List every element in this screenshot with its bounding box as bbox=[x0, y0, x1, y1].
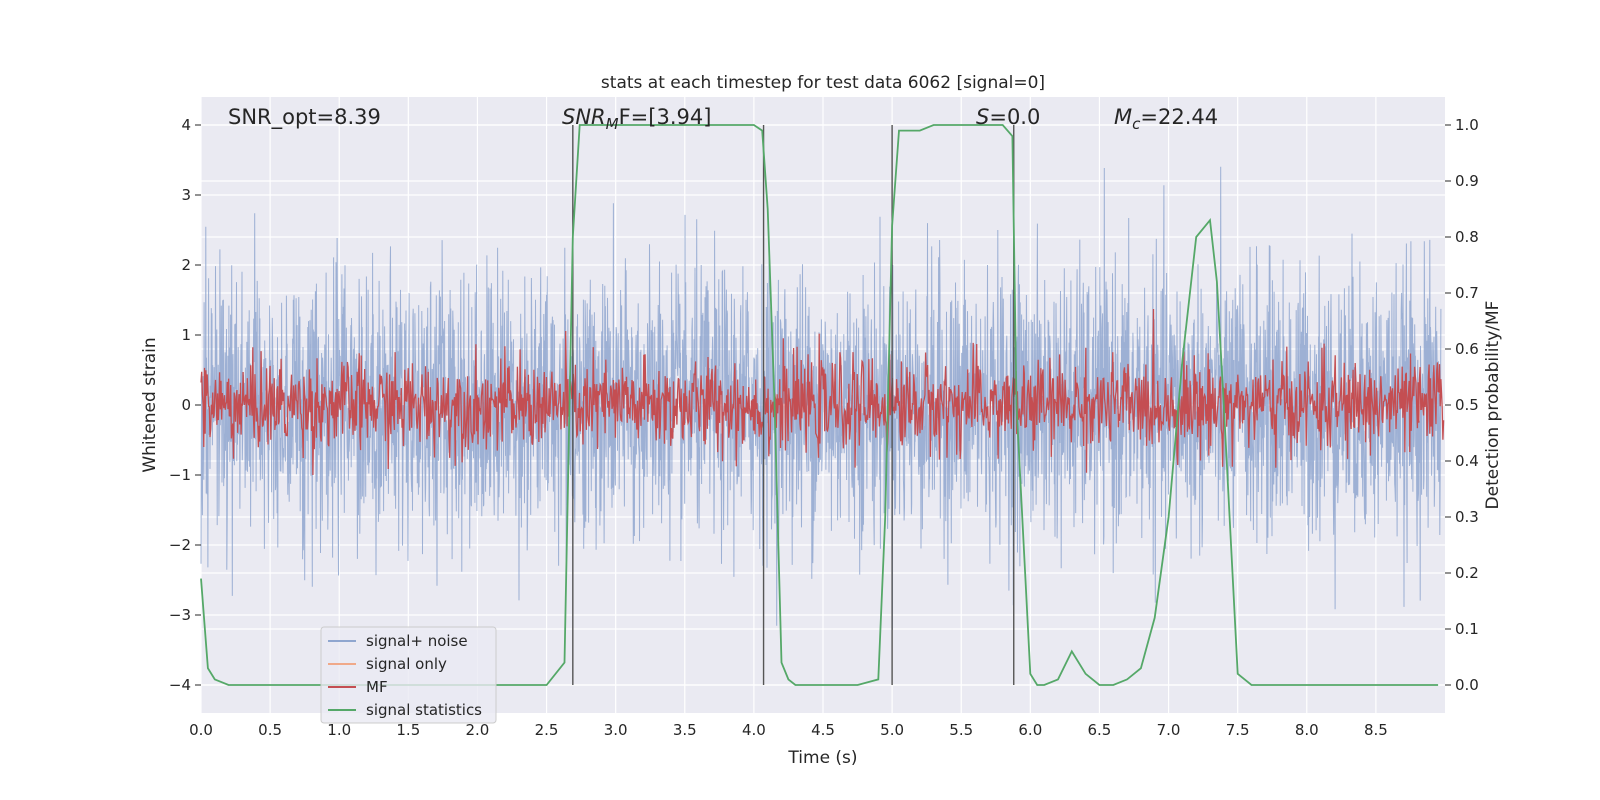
y-right-tick-label: 0.9 bbox=[1455, 172, 1479, 190]
annotation-snr-mf: SNRMF=[3.94] bbox=[562, 105, 711, 133]
mf-series bbox=[200, 308, 1445, 476]
x-tick-label: 4.5 bbox=[811, 721, 835, 739]
x-tick-label: 7.5 bbox=[1226, 721, 1250, 739]
annotation-snr-opt: SNR_opt=8.39 bbox=[228, 105, 381, 130]
x-tick-label: 2.5 bbox=[535, 721, 559, 739]
annotation-mc-sub: c bbox=[1132, 115, 1141, 133]
annotation-s-base: S bbox=[976, 105, 989, 129]
y-right-tick-label: 0.2 bbox=[1455, 564, 1479, 582]
y-left-tick-label: 1 bbox=[181, 326, 191, 344]
x-tick-label: 0.0 bbox=[189, 721, 213, 739]
y-right-tick-label: 0.3 bbox=[1455, 508, 1479, 526]
chart-title: stats at each timestep for test data 606… bbox=[601, 73, 1045, 93]
annotation-mc-base: M bbox=[1114, 105, 1132, 129]
y-right-axis-label: Detection probability/MF bbox=[1483, 301, 1503, 510]
x-tick-label: 0.5 bbox=[258, 721, 282, 739]
y-left-tick-label: −1 bbox=[169, 466, 191, 484]
y-right-tick-label: 1.0 bbox=[1455, 116, 1479, 134]
annotation-mc-rest: =22.44 bbox=[1140, 105, 1218, 129]
x-tick-label: 5.0 bbox=[880, 721, 904, 739]
x-tick-label: 2.0 bbox=[466, 721, 490, 739]
x-tick-label: 3.0 bbox=[604, 721, 628, 739]
y-right-tick-label: 0.4 bbox=[1455, 452, 1479, 470]
y-right-tick-label: 0.6 bbox=[1455, 340, 1479, 358]
x-tick-label: 1.5 bbox=[396, 721, 420, 739]
legend: signal+ noise signal only MF signal statist… bbox=[320, 626, 497, 724]
annotation-mc: Mc=22.44 bbox=[1114, 105, 1218, 133]
signal-statistics-series bbox=[200, 124, 1439, 686]
y-right-tick-label: 0.0 bbox=[1455, 676, 1479, 694]
y-left-tick-label: −2 bbox=[169, 536, 191, 554]
y-left-tick-label: −3 bbox=[169, 606, 191, 624]
x-tick-label: 4.0 bbox=[742, 721, 766, 739]
y-right-tick-label: 0.8 bbox=[1455, 228, 1479, 246]
signal-statistics-line bbox=[200, 124, 1439, 686]
y-left-tick-label: −4 bbox=[169, 676, 191, 694]
y-right-tick-label: 0.7 bbox=[1455, 284, 1479, 302]
x-tick-label: 7.0 bbox=[1157, 721, 1181, 739]
x-tick-label: 8.5 bbox=[1364, 721, 1388, 739]
annotation-snr-mf-sub: M bbox=[606, 115, 619, 133]
annotation-snr-mf-base: SNR bbox=[562, 105, 606, 129]
y-left-axis-label: Whitened strain bbox=[140, 337, 160, 472]
x-axis-label: Time (s) bbox=[787, 748, 857, 768]
x-tick-label: 5.5 bbox=[949, 721, 973, 739]
legend-label: signal only bbox=[366, 655, 447, 673]
x-tick-label: 8.0 bbox=[1295, 721, 1319, 739]
x-tick-label: 3.5 bbox=[673, 721, 697, 739]
y-left-axis-ticks: 4 3 2 1 0 −1 −2 −3 −4 bbox=[169, 116, 201, 694]
x-tick-label: 6.5 bbox=[1088, 721, 1112, 739]
legend-label: signal+ noise bbox=[366, 632, 468, 650]
x-axis-ticks: 0.0 0.5 1.0 1.5 2.0 2.5 3.0 3.5 4.0 4.5 5.0 5.5 6.0 6… bbox=[189, 721, 1388, 739]
annotation-s: S=0.0 bbox=[976, 105, 1040, 129]
y-right-axis-ticks: 1.0 0.9 0.8 0.7 0.6 0.5 0.4 0.3 0.2 0.1 0.0 bbox=[1445, 116, 1479, 694]
x-tick-label: 6.0 bbox=[1018, 721, 1042, 739]
y-left-tick-label: 0 bbox=[181, 396, 191, 414]
y-left-tick-label: 3 bbox=[181, 186, 191, 204]
legend-label: MF bbox=[366, 678, 388, 696]
x-tick-label: 1.0 bbox=[327, 721, 351, 739]
legend-box bbox=[320, 626, 497, 724]
y-right-tick-label: 0.5 bbox=[1455, 396, 1479, 414]
y-left-tick-label: 2 bbox=[181, 256, 191, 274]
legend-label: signal statistics bbox=[366, 701, 482, 719]
annotation-s-rest: =0.0 bbox=[989, 105, 1040, 129]
y-right-tick-label: 0.1 bbox=[1455, 620, 1479, 638]
y-left-tick-label: 4 bbox=[181, 116, 191, 134]
mf-line bbox=[200, 308, 1445, 476]
annotation-snr-mf-rest: F=[3.94] bbox=[619, 105, 712, 129]
